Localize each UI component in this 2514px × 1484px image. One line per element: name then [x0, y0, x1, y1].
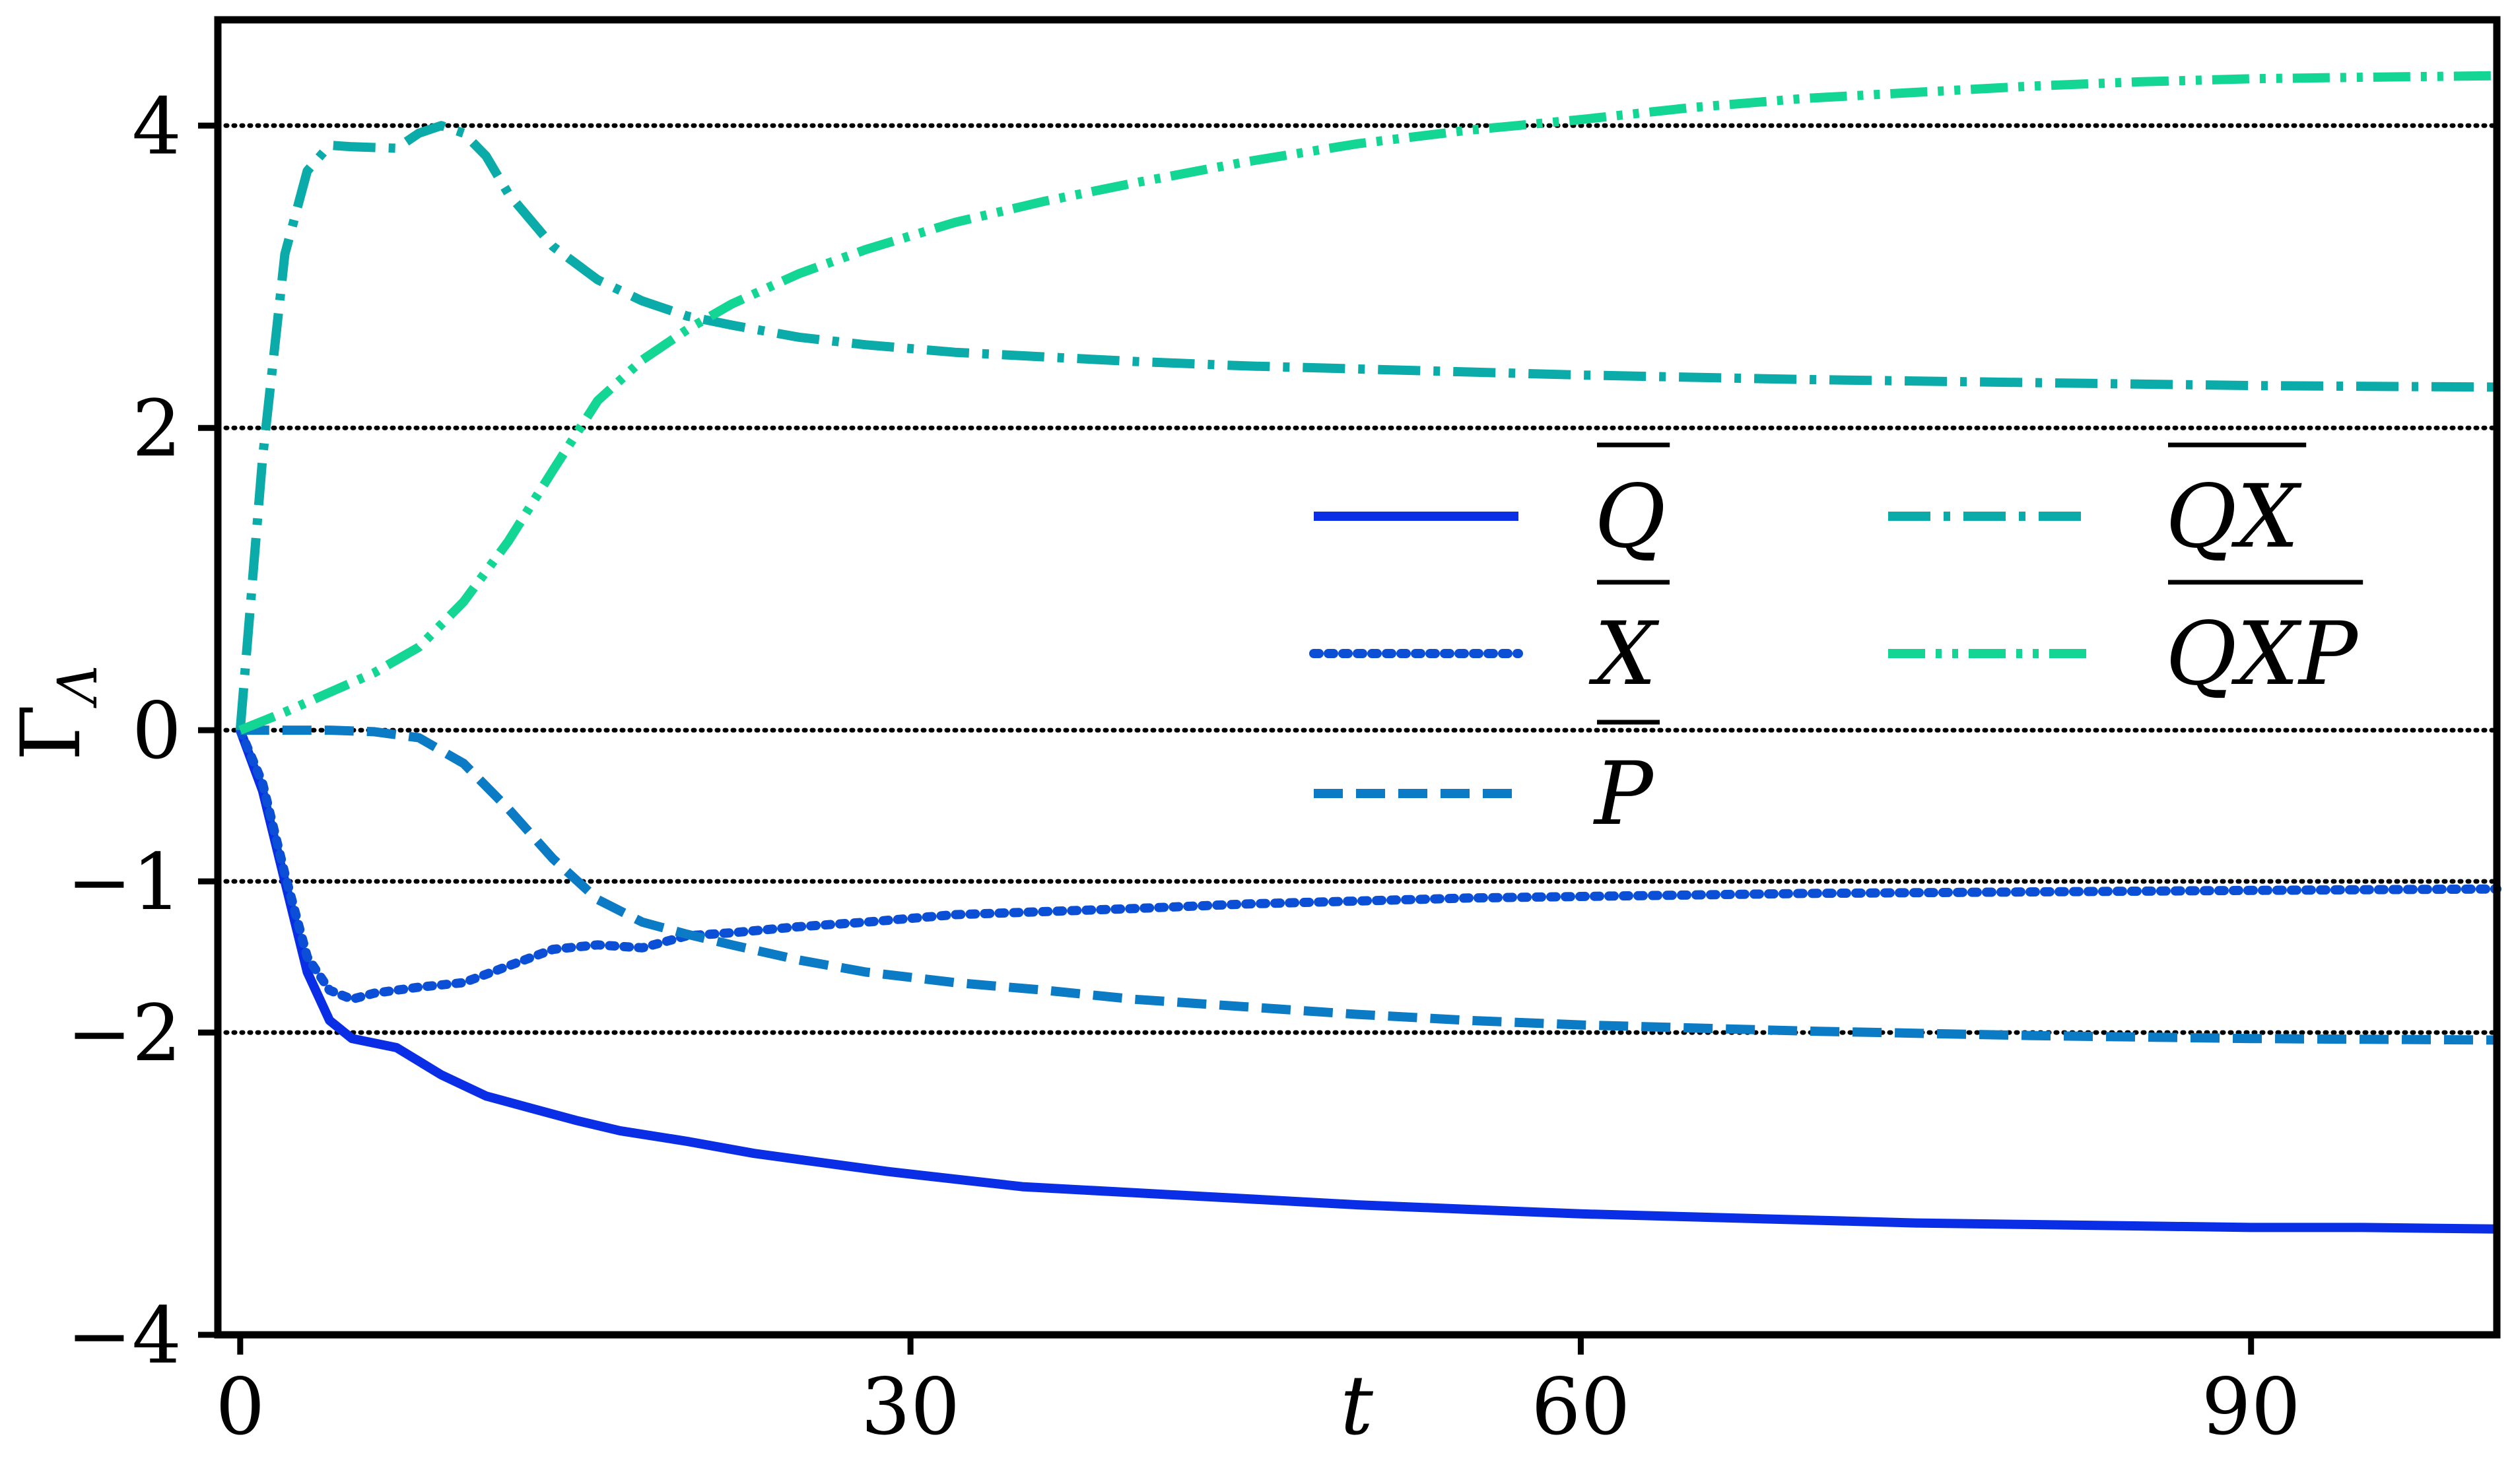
plot-frame — [214, 16, 2501, 1339]
x-tick-label: 0 — [215, 1361, 265, 1452]
series-line-x — [235, 725, 2501, 1004]
series-layer — [235, 71, 2501, 1234]
legend-label-q: Q — [1594, 466, 1666, 568]
x-tick-label: 30 — [861, 1361, 960, 1452]
x-axis-label: t — [1340, 1359, 1374, 1454]
axes: 0 30 60 90 −4 −2 −1 0 2 4 t ΓΛ — [4, 16, 2501, 1454]
x-tick-label: 90 — [2202, 1361, 2301, 1452]
series-line-qx — [235, 121, 2497, 731]
y-axis-label: ΓΛ — [4, 665, 110, 760]
legend-label-p: P — [1593, 743, 1654, 845]
series-line-p — [240, 725, 2497, 1045]
legend-label-qxp: QXP — [2165, 603, 2359, 705]
y-tick-label: −2 — [67, 988, 182, 1079]
y-tick-label: 0 — [132, 685, 182, 776]
legend-label-x: X — [1588, 603, 1660, 705]
series-line-q — [236, 728, 2497, 1234]
y-tick-label: −1 — [67, 836, 182, 928]
x-tick-label: 60 — [1531, 1361, 1630, 1452]
y-tick-label: 2 — [132, 383, 182, 474]
series-line-qxp — [238, 71, 2497, 735]
reference-lines — [215, 123, 2499, 1035]
legend-label-qx: QX — [2165, 466, 2302, 568]
y-tick-label: 4 — [132, 81, 182, 172]
y-tick-label: −4 — [67, 1290, 182, 1381]
